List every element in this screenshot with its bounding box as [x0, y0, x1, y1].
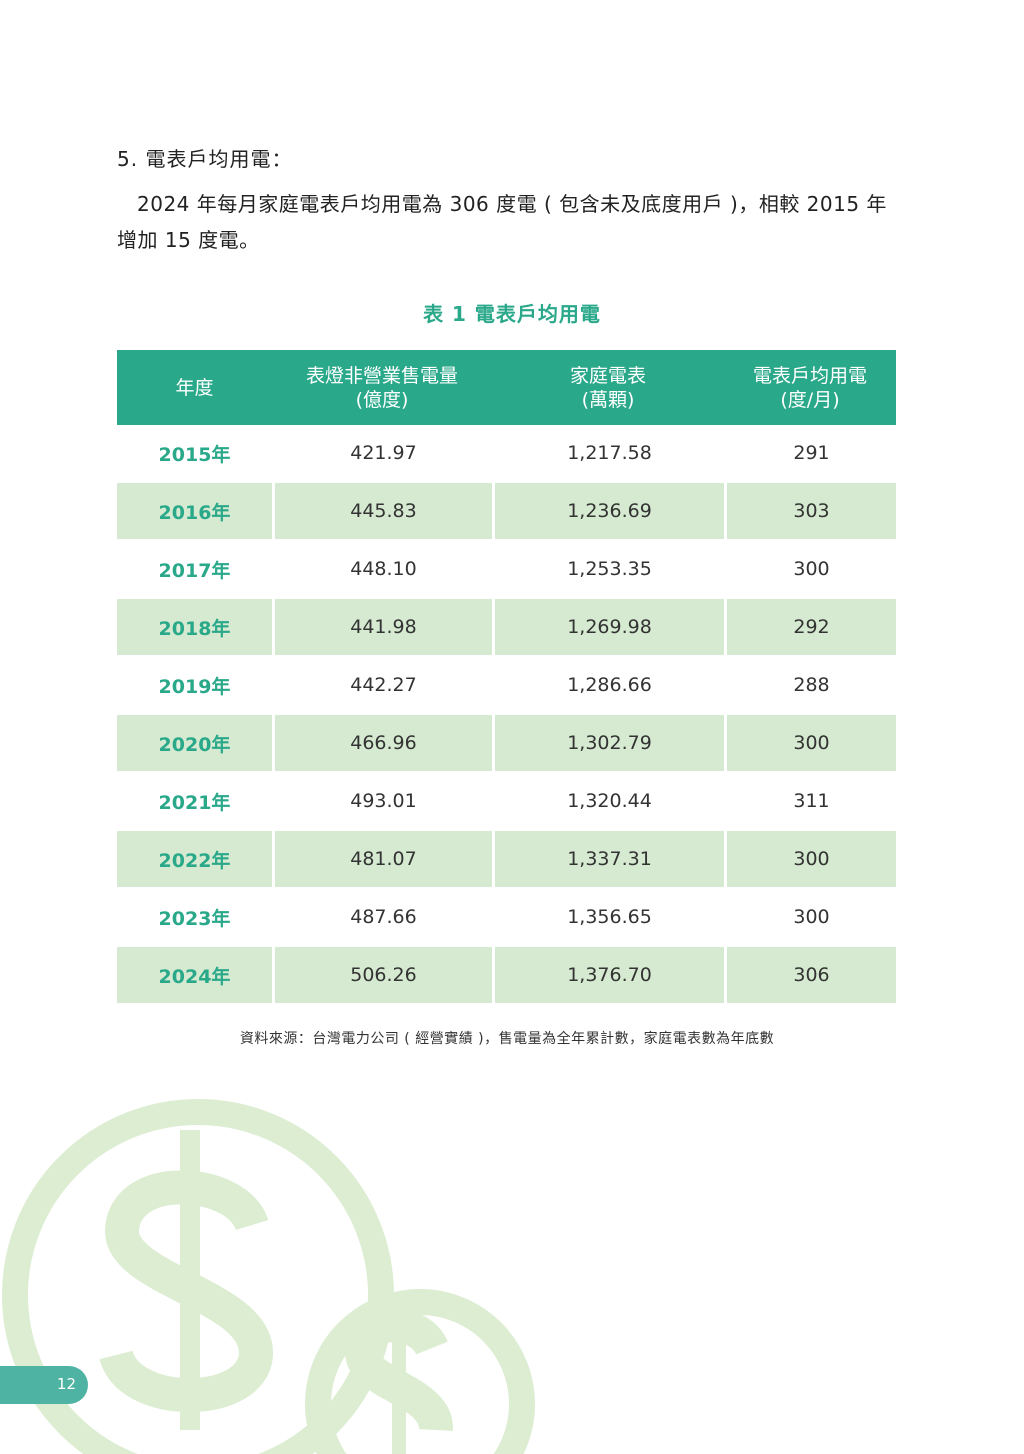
paragraph-line-1: 2024 年每月家庭電表戶均用電為 306 度電 ( 包含未及底度用戶 )，相較… [137, 192, 887, 216]
header-avg-usage-label: 電表戶均用電 [752, 364, 867, 387]
paragraph-line-2: 增加 15 度電。 [117, 228, 260, 252]
table-title: 表 1 電表戶均用電 [423, 302, 601, 326]
header-sales-unit: (億度) [355, 388, 409, 411]
cell-sales: 441.98 [272, 599, 492, 657]
page-number: 12 [56, 1375, 76, 1393]
cell-meters: 1,302.79 [492, 715, 724, 773]
source-note: 資料來源：台灣電力公司 ( 經營實績 )，售電量為全年累計數，家庭電表數為年底數 [239, 1031, 775, 1047]
cell-year: 2018年 [117, 599, 272, 657]
header-sales-label: 表燈非營業售電量 [305, 364, 458, 387]
header-meters-label: 家庭電表 [569, 364, 646, 387]
table-row: 2021年 493.01 1,320.44 311 [117, 773, 896, 831]
cell-year: 2017年 [117, 541, 272, 599]
cell-avg-usage: 303 [724, 483, 896, 541]
table-header: 年度 表燈非營業售電量 (億度) 家庭電表 (萬顆) 電表戶均用電 (度/月) [117, 350, 896, 425]
cell-sales: 466.96 [272, 715, 492, 773]
cell-sales: 445.83 [272, 483, 492, 541]
cell-sales: 493.01 [272, 773, 492, 831]
cell-year: 2020年 [117, 715, 272, 773]
cell-sales: 448.10 [272, 541, 492, 599]
dollar-coins-icon [2, 1099, 535, 1454]
table-row: 2018年 441.98 1,269.98 292 [117, 599, 896, 657]
section-heading: 5. 電表戶均用電： [117, 147, 293, 171]
table-row: 2024年 506.26 1,376.70 306 [117, 947, 896, 1005]
cell-year: 2019年 [117, 657, 272, 715]
header-meters-unit: (萬顆) [581, 388, 635, 411]
cell-sales: 506.26 [272, 947, 492, 1005]
table-row: 2016年 445.83 1,236.69 303 [117, 483, 896, 541]
header-year-label: 年度 [175, 376, 214, 399]
body-paragraph: 2024 年每月家庭電表戶均用電為 306 度電 ( 包含未及底度用戶 )，相較… [117, 186, 899, 258]
cell-sales: 487.66 [272, 889, 492, 947]
electricity-table: 年度 表燈非營業售電量 (億度) 家庭電表 (萬顆) 電表戶均用電 (度/月) 201… [117, 350, 896, 1005]
cell-sales: 442.27 [272, 657, 492, 715]
cell-year: 2021年 [117, 773, 272, 831]
table-row: 2022年 481.07 1,337.31 300 [117, 831, 896, 889]
cell-sales: 481.07 [272, 831, 492, 889]
cell-meters: 1,236.69 [492, 483, 724, 541]
cell-year: 2015年 [117, 425, 272, 483]
cell-avg-usage: 300 [724, 889, 896, 947]
header-meters: 家庭電表 (萬顆) [492, 350, 724, 425]
cell-avg-usage: 300 [724, 541, 896, 599]
header-sales: 表燈非營業售電量 (億度) [272, 350, 492, 425]
table-row: 2017年 448.10 1,253.35 300 [117, 541, 896, 599]
cell-avg-usage: 292 [724, 599, 896, 657]
cell-year: 2024年 [117, 947, 272, 1005]
cell-meters: 1,269.98 [492, 599, 724, 657]
table-row: 2015年 421.97 1,217.58 291 [117, 425, 896, 483]
cell-meters: 1,320.44 [492, 773, 724, 831]
header-avg-usage: 電表戶均用電 (度/月) [724, 350, 896, 425]
cell-meters: 1,217.58 [492, 425, 724, 483]
cell-avg-usage: 291 [724, 425, 896, 483]
cell-avg-usage: 288 [724, 657, 896, 715]
page-number-tab: 12 [0, 1366, 88, 1404]
cell-year: 2022年 [117, 831, 272, 889]
header-avg-usage-unit: (度/月) [780, 388, 840, 411]
cell-year: 2023年 [117, 889, 272, 947]
cell-avg-usage: 300 [724, 831, 896, 889]
cell-avg-usage: 300 [724, 715, 896, 773]
cell-avg-usage: 311 [724, 773, 896, 831]
cell-meters: 1,253.35 [492, 541, 724, 599]
header-year: 年度 [117, 350, 272, 425]
table-row: 2023年 487.66 1,356.65 300 [117, 889, 896, 947]
cell-meters: 1,376.70 [492, 947, 724, 1005]
cell-sales: 421.97 [272, 425, 492, 483]
cell-avg-usage: 306 [724, 947, 896, 1005]
cell-meters: 1,286.66 [492, 657, 724, 715]
cell-year: 2016年 [117, 483, 272, 541]
table-header-row: 年度 表燈非營業售電量 (億度) 家庭電表 (萬顆) 電表戶均用電 (度/月) [117, 350, 896, 425]
table-row: 2019年 442.27 1,286.66 288 [117, 657, 896, 715]
cell-meters: 1,356.65 [492, 889, 724, 947]
table-body: 2015年 421.97 1,217.58 291 2016年 445.83 1… [117, 425, 896, 1005]
cell-meters: 1,337.31 [492, 831, 724, 889]
table-row: 2020年 466.96 1,302.79 300 [117, 715, 896, 773]
